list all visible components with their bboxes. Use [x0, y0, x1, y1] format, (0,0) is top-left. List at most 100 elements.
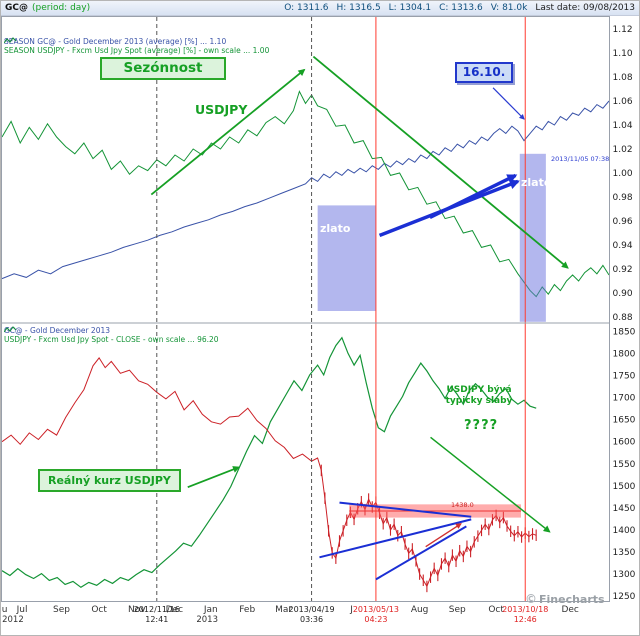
line-icon	[4, 37, 17, 44]
arrow-green	[430, 436, 551, 533]
ytick-top: 0.88	[613, 313, 633, 323]
trendline	[375, 525, 467, 581]
trendline	[339, 501, 472, 518]
usdjpy-weak-line2: typicky slabý	[445, 396, 513, 406]
season-gold-line	[1, 100, 610, 280]
legend-item-gold: GC@ - Gold December 2013	[4, 326, 219, 335]
xlabel-time: 04:23	[364, 615, 387, 624]
legend-item-season-gold: SEASON GC@ - Gold December 2013 (average…	[4, 37, 269, 46]
legend-label: USDJPY - Fxcm Usd Jpy Spot - CLOSE - own…	[4, 335, 219, 344]
zlato-label-left: zlato	[320, 222, 351, 235]
symbol-label: GC@	[5, 3, 28, 13]
xlabel-date: 2013/10/18	[502, 605, 548, 614]
legend-top: SEASON GC@ - Gold December 2013 (average…	[4, 37, 269, 55]
legend-bottom: GC@ - Gold December 2013 USDJPY - Fxcm U…	[4, 326, 219, 344]
xlabel-month: Oct	[91, 605, 107, 615]
xlabel-month: Jan	[203, 605, 218, 615]
xlabel-month: Ju	[1, 605, 7, 615]
ytick-top: 1.02	[613, 145, 633, 155]
ytick-bottom: 1850	[613, 327, 636, 337]
watermark-text: Finecharts	[539, 592, 605, 606]
ytick-bottom: 1550	[613, 460, 636, 470]
xlabel-month: Dec	[561, 605, 578, 615]
arrow-green	[187, 466, 241, 488]
usdjpy-weak-line1: USDJPY bývá	[446, 385, 512, 395]
ytick-top: 1.08	[613, 73, 633, 83]
question-marks: ????	[464, 418, 499, 433]
ytick-bottom: 1500	[613, 482, 636, 492]
xlabel-date: 2013/04/19	[289, 605, 335, 614]
xlabel-time: 12:46	[514, 615, 537, 624]
plot-frame	[1, 16, 610, 602]
arrow-thin	[492, 87, 525, 120]
xlabel-month: Sep	[449, 605, 466, 615]
resistance-level-label: 1438.0	[451, 501, 474, 509]
ytick-bottom: 1750	[613, 372, 636, 382]
volume-value: V: 81.0k	[490, 3, 528, 13]
legend-label: SEASON GC@ - Gold December 2013 (average…	[4, 37, 227, 46]
xlabel-year: 2013	[196, 615, 218, 625]
xlabel-date: 2012/11/16	[134, 605, 180, 614]
ytick-top: 1.04	[613, 121, 633, 131]
ytick-bottom: 1250	[613, 592, 636, 602]
ytick-top: 0.94	[613, 241, 633, 251]
ytick-bottom: 1300	[613, 570, 636, 580]
open-value: O: 1311.6	[284, 3, 329, 13]
ytick-top: 1.00	[613, 169, 633, 179]
xlabel-month: Nov	[128, 605, 146, 615]
usdjpy-weak-note: USDJPY bývá typicky slabý	[436, 385, 522, 407]
season-end-timestamp: 2013/11/05 07:38	[551, 155, 610, 163]
period-label: (period: day)	[32, 3, 91, 13]
xlabel-month: Oct	[488, 605, 504, 615]
xlabel-month: Aug	[411, 605, 429, 615]
copyright-icon: ©	[525, 592, 537, 606]
usdjpy-trend-label: USDJPY	[195, 102, 248, 117]
ytick-bottom: 1800	[613, 349, 636, 359]
ytick-top: 1.06	[613, 97, 633, 107]
real-rate-callout: Reálný kurz USDJPY	[38, 469, 181, 492]
xlabel-month: Dec	[166, 605, 183, 615]
xlabel-time: 03:36	[300, 615, 323, 624]
xlabel-month: J	[349, 605, 353, 615]
legend-item-season-usdjpy: SEASON USDJPY - Fxcm Usd Jpy Spot (avera…	[4, 37, 270, 55]
header-bar: GC@ (period: day) O: 1311.6 H: 1316.5 L:…	[1, 1, 639, 16]
ytick-top: 1.10	[613, 49, 633, 59]
xlabel-date: 2013/05/13	[353, 605, 399, 614]
ytick-top: 1.12	[613, 25, 633, 35]
legend-item-usdjpy: USDJPY - Fxcm Usd Jpy Spot - CLOSE - own…	[4, 326, 219, 344]
line-icon	[4, 326, 17, 333]
ytick-top: 0.92	[613, 265, 633, 275]
ytick-bottom: 1700	[613, 394, 636, 404]
close-value: C: 1313.6	[439, 3, 483, 13]
ytick-bottom: 1600	[613, 438, 636, 448]
xlabel-month: Mar	[275, 605, 292, 615]
arrow-green	[312, 55, 569, 269]
date-flag-16-10: 16.10.	[455, 62, 513, 83]
last-date-label: Last date: 09/08/2013	[535, 3, 635, 13]
xlabel-year: 2012	[2, 615, 24, 625]
seasonality-callout: Sezónnost	[100, 57, 226, 80]
legend-label: SEASON USDJPY - Fxcm Usd Jpy Spot (avera…	[4, 46, 270, 55]
arrow-red	[425, 523, 462, 548]
xlabel-month: Feb	[239, 605, 255, 615]
usdjpy-price-line	[1, 336, 537, 589]
arrow-blue	[429, 173, 518, 219]
ytick-top: 0.96	[613, 217, 633, 227]
ytick-bottom: 1400	[613, 526, 636, 536]
xlabel-month: Sep	[53, 605, 70, 615]
trendline	[319, 518, 472, 559]
quote-strip: O: 1311.6 H: 1316.5 L: 1304.1 C: 1313.6 …	[284, 3, 635, 13]
ytick-top: 0.90	[613, 289, 633, 299]
zlato-label-right: zlato	[521, 176, 552, 189]
ytick-bottom: 1450	[613, 504, 636, 514]
ytick-bottom: 1350	[613, 548, 636, 558]
ytick-top: 0.98	[613, 193, 633, 203]
season-usdjpy-line	[1, 90, 610, 298]
arrow-green	[150, 68, 306, 196]
ytick-bottom: 1650	[613, 416, 636, 426]
high-value: H: 1316.5	[336, 3, 381, 13]
xlabel-month: Jul	[16, 605, 28, 615]
gold-candles	[320, 464, 537, 593]
